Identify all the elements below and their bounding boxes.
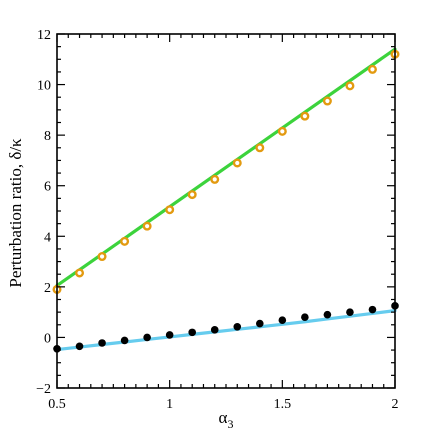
- y-tick-label: 0: [44, 331, 51, 346]
- data-point-black: [165, 331, 174, 339]
- tick-labels: 0.5 1 1.5 2 −2 0 2 4 6 8 10 12: [36, 28, 398, 412]
- x-tick-label: 2: [392, 397, 399, 412]
- series-line-0: [55, 47, 397, 288]
- y-tick-label: 4: [44, 230, 51, 245]
- data-point-black: [346, 308, 354, 316]
- x-tick-label: 1.5: [274, 397, 292, 412]
- data-point-orange: [210, 174, 220, 184]
- data-point-black: [368, 305, 377, 314]
- series-line-2: [55, 309, 397, 352]
- plot-frame: [56, 33, 396, 389]
- y-tick-label: −2: [36, 382, 51, 397]
- data-point-orange: [142, 221, 152, 231]
- x-tick-label: 0.5: [48, 397, 66, 412]
- data-point-black: [323, 310, 332, 319]
- data-point-black: [143, 333, 151, 342]
- y-tick-label: 8: [44, 129, 51, 144]
- x-tick-label: 1: [166, 397, 173, 412]
- data-point-orange: [165, 205, 175, 215]
- x-axis-label: α3: [219, 408, 234, 431]
- data-point-black: [255, 319, 264, 328]
- data-point-black: [98, 339, 106, 347]
- plot-marks: [52, 47, 400, 353]
- data-point-black: [210, 326, 219, 334]
- data-point-orange: [120, 236, 130, 246]
- data-point-black: [233, 323, 242, 331]
- data-point-orange: [322, 96, 332, 106]
- y-tick-label: 2: [44, 281, 51, 296]
- data-point-orange: [367, 64, 377, 74]
- data-point-black: [75, 342, 84, 351]
- data-point-black: [301, 313, 309, 322]
- data-point-orange: [75, 268, 85, 278]
- y-tick-label: 6: [44, 180, 51, 195]
- y-tick-label: 10: [37, 79, 51, 94]
- data-point-black: [188, 328, 196, 337]
- data-point-black: [278, 316, 287, 325]
- data-point-orange: [277, 126, 287, 136]
- data-point-orange: [232, 158, 242, 168]
- x-axis-label-subscript: 3: [227, 417, 233, 431]
- data-point-orange: [345, 81, 355, 91]
- y-tick-label: 12: [37, 28, 51, 43]
- data-point-black: [120, 336, 129, 345]
- data-point-orange: [300, 111, 310, 121]
- y-axis-label: Perturbation ratio, δ/κ: [6, 138, 25, 288]
- axis-ticks: [56, 33, 396, 389]
- data-point-orange: [255, 143, 265, 153]
- data-point-orange: [187, 190, 197, 200]
- data-point-orange: [97, 252, 107, 262]
